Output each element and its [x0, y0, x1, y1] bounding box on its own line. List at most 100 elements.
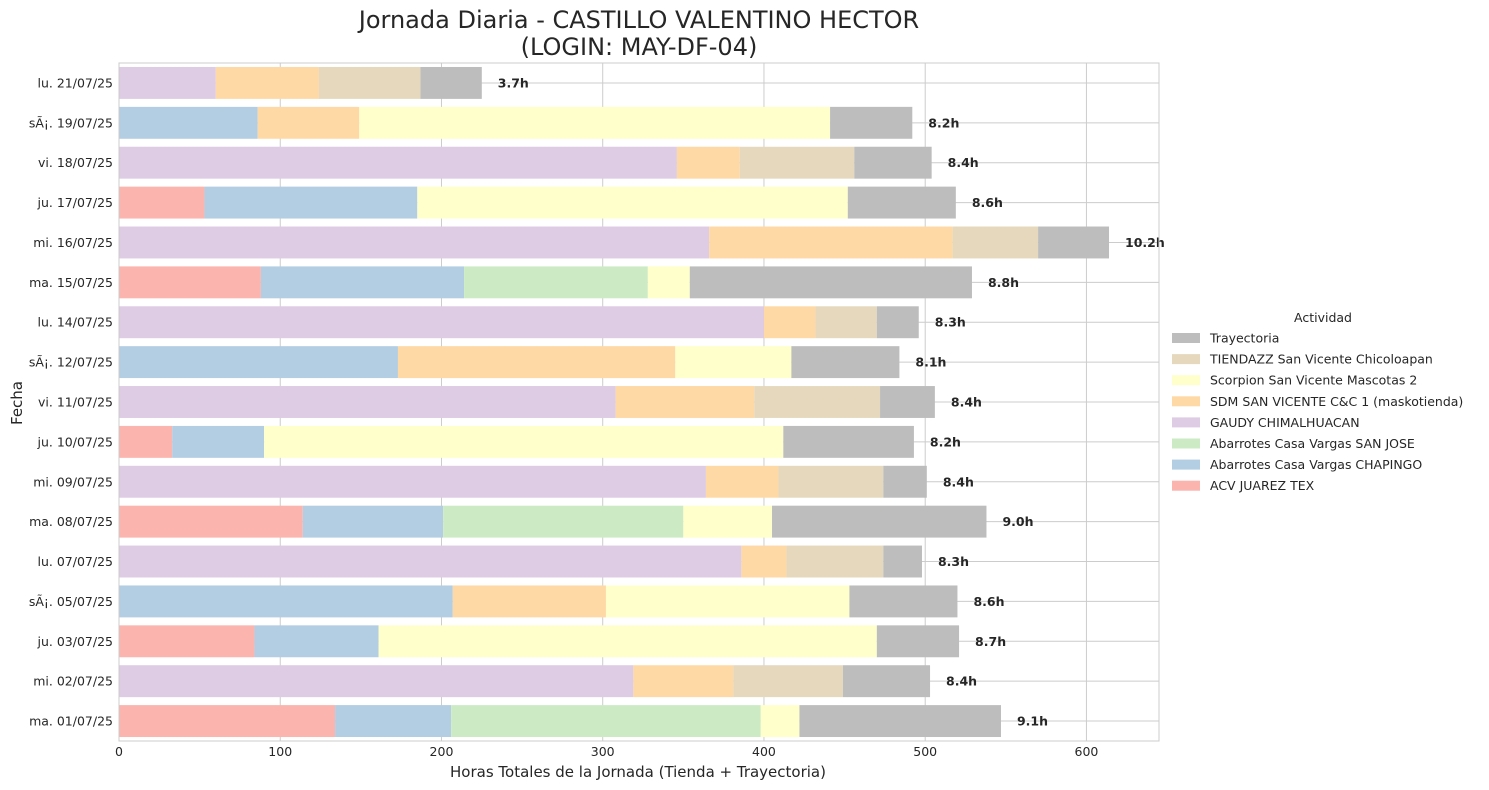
- bar-segment-scorpion-san-vicente-mascotas-2: [264, 425, 784, 458]
- bar-total-label: 8.3h: [938, 554, 969, 569]
- bar-total-label: 8.1h: [915, 355, 946, 370]
- bar-segment-acv-juarez-tex: [119, 266, 261, 299]
- bars-layer: [119, 66, 1110, 738]
- bar-segment-trayectoria: [880, 386, 935, 418]
- bar-segment-acv-juarez-tex: [119, 425, 173, 458]
- y-tick-label: sÃ¡. 12/07/25: [29, 355, 113, 370]
- bar-segment-trayectoria: [876, 625, 960, 658]
- y-tick-labels: ma. 01/07/25 mi. 02/07/25 ju. 03/07/25 sÃ¡.…: [29, 75, 113, 728]
- y-tick-label: ju. 17/07/25: [37, 195, 113, 210]
- legend-label: Trayectoria: [1209, 331, 1279, 346]
- bar-segment-sdm-san-vicente-c-c-1-maskotienda: [741, 545, 787, 578]
- bar-segment-tiendazz-san-vicente-chicoloapan: [778, 465, 884, 498]
- bar-segment-abarrotes-casa-vargas-chapingo: [204, 186, 418, 219]
- legend-item-gaudy-chimalhuacan: GAUDY CHIMALHUACAN: [1172, 415, 1360, 430]
- y-tick-label: sÃ¡. 19/07/25: [29, 115, 113, 130]
- bar-segment-sdm-san-vicente-c-c-1-maskotienda: [709, 226, 953, 259]
- bar-total-label: 8.3h: [935, 315, 966, 330]
- bar-segment-trayectoria: [876, 306, 919, 339]
- bar-total-label: 8.4h: [943, 474, 974, 489]
- bar-segment-acv-juarez-tex: [119, 505, 303, 538]
- y-tick-label: ju. 03/07/25: [37, 634, 113, 649]
- bar-total-label: 8.8h: [988, 275, 1019, 290]
- bar-segment-sdm-san-vicente-c-c-1-maskotienda: [257, 106, 360, 139]
- bar-segment-abarrotes-casa-vargas-chapingo: [119, 585, 453, 618]
- bar-segment-trayectoria: [842, 665, 931, 698]
- bar-total-label: 10.2h: [1125, 235, 1165, 250]
- legend-item-abarrotes-casa-vargas-san-jose: Abarrotes Casa Vargas SAN JOSE: [1172, 436, 1415, 451]
- bar-segment-abarrotes-casa-vargas-chapingo: [119, 346, 398, 379]
- bar-segment-abarrotes-casa-vargas-chapingo: [335, 705, 452, 738]
- bar-total-label: 8.4h: [948, 155, 979, 170]
- bar-total-label: 3.7h: [498, 75, 529, 90]
- bar-segment-gaudy-chimalhuacan: [119, 545, 742, 578]
- bar-segment-sdm-san-vicente-c-c-1-maskotienda: [397, 346, 676, 379]
- bar-segment-sdm-san-vicente-c-c-1-maskotienda: [452, 585, 606, 618]
- legend-swatch: [1172, 417, 1200, 428]
- bar-total-label: 8.7h: [975, 634, 1006, 649]
- bar-segment-scorpion-san-vicente-mascotas-2: [417, 186, 848, 219]
- x-tick-labels: 0 100 200 300 400 500 600: [115, 744, 1098, 759]
- bar-total-label: 9.0h: [1002, 514, 1033, 529]
- y-tick-label: sÃ¡. 05/07/25: [29, 594, 113, 609]
- bar-segment-sdm-san-vicente-c-c-1-maskotienda: [763, 306, 816, 339]
- x-tick-label: 400: [752, 744, 776, 759]
- legend: Actividad Trayectoria TIENDAZZ San Vicent…: [1172, 310, 1463, 493]
- y-tick-label: mi. 09/07/25: [33, 474, 113, 489]
- bar-segment-tiendazz-san-vicente-chicoloapan: [815, 306, 877, 339]
- bar-segment-sdm-san-vicente-c-c-1-maskotienda: [676, 146, 740, 179]
- legend-label: GAUDY CHIMALHUACAN: [1210, 415, 1360, 430]
- legend-item-trayectoria: Trayectoria: [1172, 331, 1279, 346]
- bar-segment-abarrotes-casa-vargas-san-jose: [443, 505, 684, 538]
- bar-segment-abarrotes-casa-vargas-chapingo: [119, 106, 258, 139]
- y-tick-label: vi. 11/07/25: [38, 395, 113, 410]
- y-tick-label: lu. 07/07/25: [38, 554, 113, 569]
- bar-segment-scorpion-san-vicente-mascotas-2: [605, 585, 850, 618]
- legend-item-sdm-san-vicente-c-c-1-maskotienda: SDM SAN VICENTE C&C 1 (maskotienda): [1172, 394, 1463, 409]
- bar-segment-gaudy-chimalhuacan: [119, 146, 677, 179]
- bar-segment-trayectoria: [689, 266, 972, 299]
- bar-segment-gaudy-chimalhuacan: [119, 665, 634, 698]
- bar-segment-acv-juarez-tex: [119, 186, 205, 219]
- x-tick-label: 100: [268, 744, 292, 759]
- bar-total-label: 8.2h: [930, 434, 961, 449]
- y-tick-label: ma. 15/07/25: [29, 275, 113, 290]
- x-tick-label: 0: [115, 744, 123, 759]
- data-labels-layer: 9.1h 8.4h 8.7h 8.6h 8.3h 9.0h 8.4h 8.2h 8.4h 8.1h…: [498, 75, 1165, 728]
- chart-title: Jornada Diaria - CASTILLO VALENTINO HECT…: [357, 6, 919, 34]
- y-tick-label: mi. 02/07/25: [33, 674, 113, 689]
- bar-segment-scorpion-san-vicente-mascotas-2: [647, 266, 690, 299]
- bar-segment-trayectoria: [883, 465, 927, 498]
- bar-segment-abarrotes-casa-vargas-chapingo: [172, 425, 265, 458]
- x-tick-label: 200: [430, 744, 454, 759]
- legend-swatch: [1172, 333, 1200, 343]
- bar-segment-tiendazz-san-vicente-chicoloapan: [754, 386, 881, 418]
- bar-segment-abarrotes-casa-vargas-chapingo: [254, 625, 379, 658]
- x-tick-label: 500: [913, 744, 937, 759]
- bar-total-label: 8.2h: [928, 115, 959, 130]
- bar-segment-gaudy-chimalhuacan: [119, 306, 764, 339]
- legend-title: Actividad: [1294, 310, 1352, 325]
- legend-item-abarrotes-casa-vargas-chapingo: Abarrotes Casa Vargas CHAPINGO: [1172, 457, 1422, 472]
- bar-segment-scorpion-san-vicente-mascotas-2: [683, 505, 773, 538]
- y-tick-label: ma. 08/07/25: [29, 514, 113, 529]
- bar-segment-tiendazz-san-vicente-chicoloapan: [786, 545, 884, 578]
- bar-segment-abarrotes-casa-vargas-san-jose: [464, 266, 648, 299]
- legend-label: TIENDAZZ San Vicente Chicoloapan: [1209, 352, 1433, 367]
- bar-segment-sdm-san-vicente-c-c-1-maskotienda: [215, 66, 319, 99]
- y-tick-label: mi. 16/07/25: [33, 235, 113, 250]
- chart-subtitle: (LOGIN: MAY-DF-04): [521, 33, 758, 61]
- bar-segment-gaudy-chimalhuacan: [119, 386, 616, 418]
- legend-label: SDM SAN VICENTE C&C 1 (maskotienda): [1210, 394, 1463, 409]
- bar-segment-scorpion-san-vicente-mascotas-2: [359, 106, 831, 139]
- plot-frame: [118, 62, 1160, 742]
- bar-segment-trayectoria: [791, 346, 900, 379]
- bar-segment-trayectoria: [854, 146, 932, 179]
- bar-segment-scorpion-san-vicente-mascotas-2: [378, 625, 877, 658]
- bar-segment-sdm-san-vicente-c-c-1-maskotienda: [615, 386, 755, 418]
- legend-item-acv-juarez-tex: ACV JUAREZ TEX: [1172, 478, 1315, 493]
- bar-segment-tiendazz-san-vicente-chicoloapan: [739, 146, 855, 179]
- bar-segment-trayectoria: [1038, 226, 1110, 259]
